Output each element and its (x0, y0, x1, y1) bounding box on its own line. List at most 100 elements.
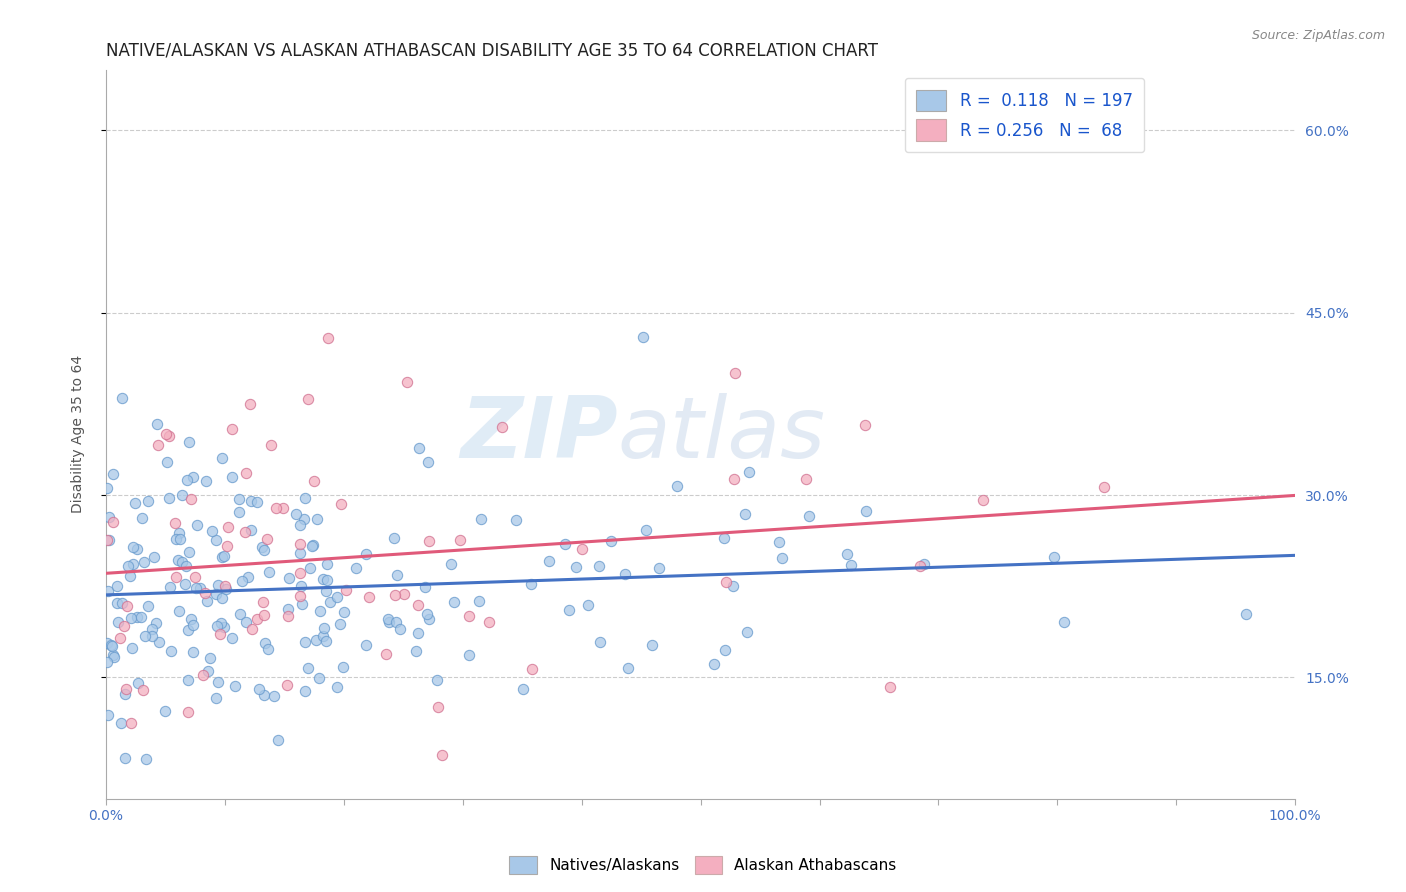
Point (256, 532, 278, 546)
Point (191, 667, 214, 681)
Point (253, 688, 276, 702)
Point (212, 620, 235, 634)
Point (457, 648, 479, 662)
Point (165, 532, 187, 546)
Point (181, 645, 204, 659)
Point (768, 535, 790, 549)
Point (426, 673, 449, 688)
Point (239, 523, 262, 537)
Point (395, 375, 418, 389)
Point (314, 621, 336, 635)
Point (325, 681, 347, 695)
Point (127, 676, 149, 690)
Point (148, 635, 170, 649)
Point (96, 481, 118, 495)
Point (554, 537, 576, 551)
Point (288, 518, 311, 533)
Point (278, 571, 301, 585)
Point (318, 594, 340, 608)
Point (179, 544, 201, 558)
Point (211, 591, 233, 605)
Point (855, 503, 877, 517)
Point (177, 706, 200, 720)
Point (1053, 615, 1076, 629)
Point (215, 582, 238, 596)
Point (276, 678, 298, 692)
Point (377, 612, 399, 626)
Point (235, 466, 257, 480)
Point (135, 752, 157, 766)
Point (240, 622, 263, 636)
Point (221, 469, 243, 483)
Point (392, 587, 415, 601)
Point (512, 681, 534, 696)
Point (330, 498, 353, 512)
Point (291, 598, 314, 612)
Point (259, 565, 281, 579)
Point (204, 587, 226, 601)
Point (770, 550, 793, 565)
Point (184, 570, 207, 584)
Point (292, 512, 315, 526)
Point (879, 680, 901, 694)
Point (589, 635, 612, 649)
Point (170, 488, 193, 502)
Point (613, 566, 636, 581)
Point (703, 657, 725, 672)
Point (110, 715, 132, 730)
Point (302, 474, 325, 488)
Point (413, 580, 436, 594)
Text: Source: ZipAtlas.com: Source: ZipAtlas.com (1251, 29, 1385, 42)
Point (252, 595, 274, 609)
Point (315, 583, 337, 598)
Point (617, 661, 640, 675)
Point (599, 533, 621, 548)
Point (112, 619, 135, 633)
Point (378, 615, 401, 629)
Point (277, 609, 299, 624)
Point (209, 615, 232, 630)
Point (176, 673, 198, 687)
Point (246, 495, 269, 509)
Point (207, 578, 229, 592)
Point (388, 622, 411, 636)
Point (208, 627, 231, 641)
Point (260, 438, 283, 452)
Point (211, 549, 233, 564)
Point (224, 680, 246, 694)
Point (839, 558, 862, 572)
Point (195, 594, 218, 608)
Point (799, 508, 821, 523)
Point (443, 595, 465, 609)
Point (1094, 480, 1116, 494)
Point (238, 570, 260, 584)
Point (184, 581, 207, 595)
Point (186, 517, 208, 532)
Point (159, 580, 181, 594)
Point (418, 612, 440, 626)
Point (136, 599, 159, 613)
Point (440, 557, 463, 571)
Point (129, 609, 152, 624)
Point (294, 683, 316, 698)
Point (143, 550, 166, 565)
Point (172, 555, 194, 569)
Point (505, 513, 527, 527)
Point (97, 533, 120, 548)
Point (179, 435, 201, 450)
Point (121, 540, 143, 554)
Point (735, 625, 758, 640)
Point (267, 733, 290, 747)
Point (972, 492, 994, 507)
Point (636, 523, 658, 537)
Point (181, 617, 204, 632)
Point (131, 511, 153, 525)
Point (316, 558, 339, 572)
Point (354, 547, 377, 561)
Point (406, 599, 429, 613)
Point (288, 546, 311, 560)
Point (297, 661, 319, 675)
Point (519, 576, 541, 591)
Point (724, 367, 747, 381)
Point (207, 619, 229, 633)
